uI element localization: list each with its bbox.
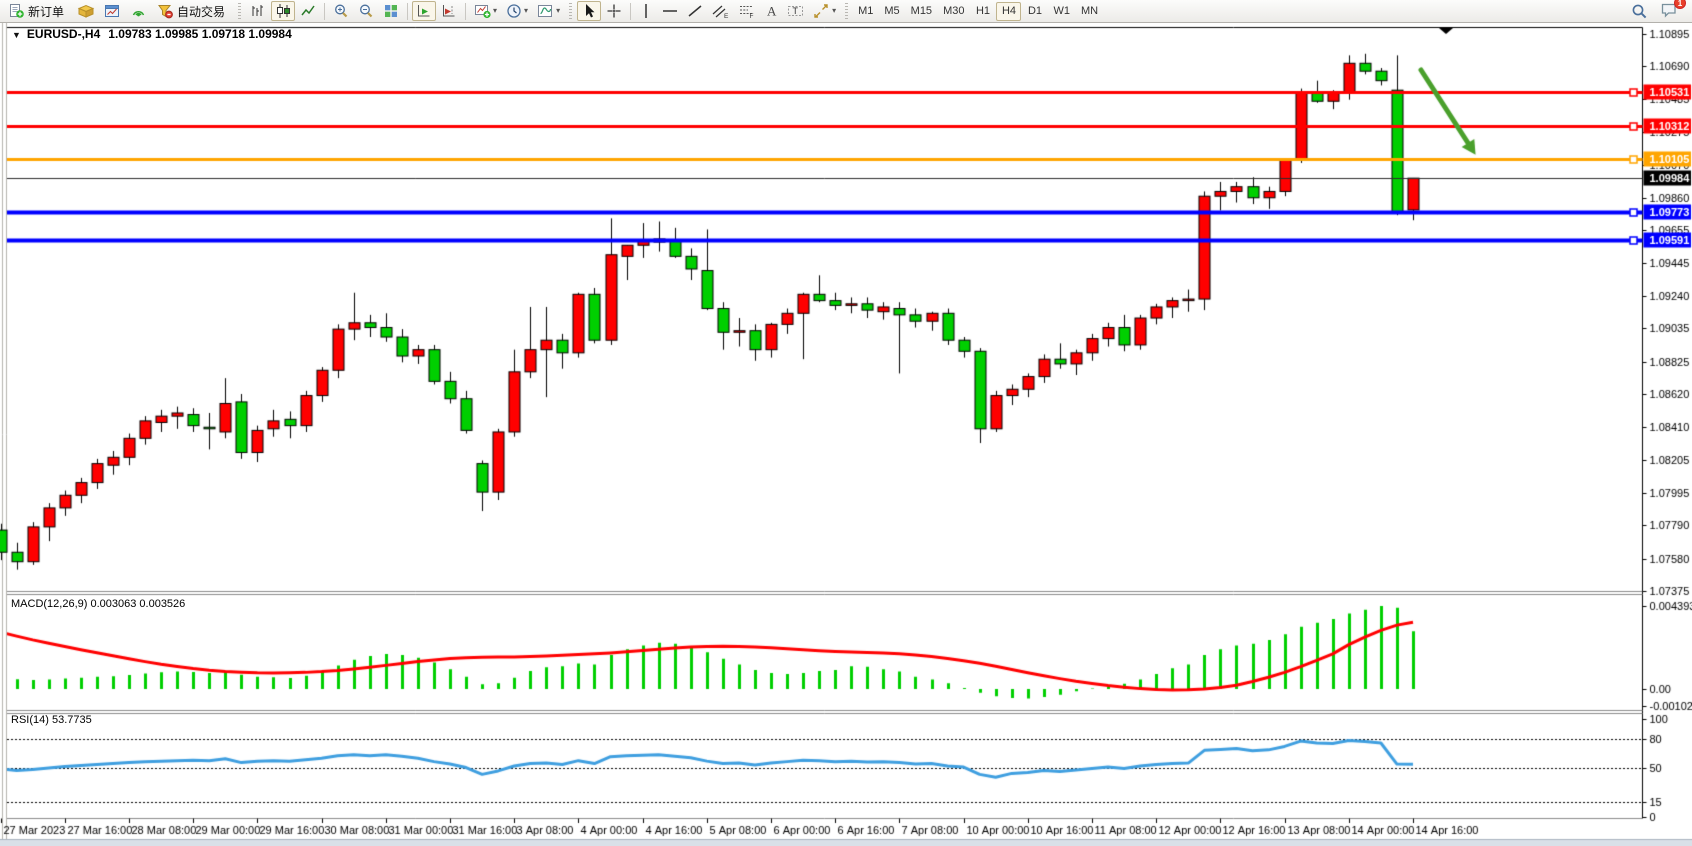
market-icon (77, 4, 95, 18)
fibonacci-button[interactable]: F (734, 1, 759, 21)
arrows-icon (814, 4, 828, 18)
candles-chart-icon (277, 4, 291, 18)
dropdown-icon: ▾ (524, 6, 529, 15)
svg-text:E: E (724, 13, 729, 19)
new-order-label: 新订单 (28, 4, 65, 19)
templates-button[interactable]: ▾ (533, 1, 564, 21)
rsi-pane-label: RSI(14) 53.7735 (11, 714, 92, 726)
periods-group: M1 M5 M15 M30 H1 H4 D1 W1 MN (853, 1, 1103, 21)
vertical-line-icon (645, 4, 647, 18)
toolbar: 新订单 自动交易 (0, 0, 1692, 23)
chart-dropdown-icon[interactable]: ▼ (12, 30, 21, 40)
auto-scroll-button[interactable] (412, 1, 437, 21)
period-h4-button[interactable]: H4 (996, 1, 1022, 21)
svg-text:F: F (750, 13, 754, 19)
zoom-in-icon (335, 4, 348, 18)
toolbar-right-cluster: 1 (1627, 0, 1688, 23)
bars-chart-button[interactable] (246, 1, 270, 21)
equidistant-channel-icon: E (712, 5, 729, 19)
toolbar-separator (630, 2, 632, 20)
chart-title: ▼ EURUSD-,H4 1.09783 1.09985 1.09718 1.099… (12, 27, 292, 41)
text-label-button[interactable]: T (783, 1, 808, 21)
text-button[interactable]: A (760, 1, 782, 21)
chart-shift-button[interactable] (437, 1, 461, 21)
chart-ohlc-values: 1.09783 1.09985 1.09718 1.09984 (108, 27, 292, 41)
toolbar-grip (569, 3, 573, 19)
dropdown-icon: ▾ (556, 6, 561, 15)
zoom-in-button[interactable] (329, 1, 353, 21)
new-chart-button[interactable] (100, 1, 125, 21)
templates-icon (538, 5, 553, 17)
period-w1-button[interactable]: W1 (1048, 2, 1075, 21)
period-m5-button[interactable]: M5 (879, 2, 904, 21)
line-chart-button[interactable] (296, 1, 320, 21)
crosshair-button[interactable] (602, 1, 626, 21)
text-icon: A (767, 4, 777, 19)
signals-icon (132, 11, 145, 17)
period-m1-button[interactable]: M1 (853, 2, 878, 21)
period-mn-button[interactable]: MN (1076, 2, 1103, 21)
horizontal-line-button[interactable] (658, 1, 682, 21)
chart-shift-icon (443, 5, 455, 17)
svg-text:A: A (767, 4, 777, 19)
periods-button[interactable]: ▾ (502, 1, 532, 21)
notifications-badge[interactable]: 1 (1674, 0, 1686, 10)
tile-windows-button[interactable] (379, 1, 403, 21)
search-icon (1632, 4, 1647, 18)
auto-trading-button[interactable]: 自动交易 (152, 1, 233, 21)
trendline-icon (688, 5, 702, 17)
search-button[interactable] (1627, 1, 1652, 21)
indicators-icon (475, 5, 491, 19)
periods-icon (507, 4, 521, 18)
new-chart-icon (105, 5, 120, 17)
tile-windows-icon (385, 5, 398, 17)
cursor-button[interactable] (577, 1, 602, 21)
new-order-icon (10, 4, 24, 18)
auto-trading-label: 自动交易 (177, 4, 226, 19)
zoom-out-icon (360, 4, 373, 18)
period-d1-button[interactable]: D1 (1022, 2, 1047, 21)
indicators-button[interactable]: ▾ (470, 1, 501, 21)
autotrading-icon (158, 5, 173, 19)
toolbar-grip (845, 3, 849, 19)
toolbar-grip (238, 3, 242, 19)
crosshair-icon (607, 4, 621, 18)
macd-pane-label: MACD(12,26,9) 0.003063 0.003526 (11, 598, 186, 610)
period-m30-button[interactable]: M30 (938, 2, 969, 21)
svg-text:T: T (793, 6, 799, 16)
auto-scroll-icon (418, 5, 430, 17)
trendline-button[interactable] (683, 1, 707, 21)
dropdown-icon: ▾ (832, 6, 837, 15)
period-m15-button[interactable]: M15 (906, 2, 937, 21)
toolbar-separator (407, 2, 409, 20)
text-label-icon: T (788, 6, 804, 16)
fibonacci-icon: F (740, 6, 754, 19)
zoom-out-button[interactable] (354, 1, 378, 21)
signals-button[interactable] (126, 1, 151, 21)
equidistant-channel-button[interactable]: E (708, 1, 733, 21)
line-chart-icon (301, 5, 315, 16)
chart-canvas[interactable] (0, 23, 1692, 846)
period-h1-button[interactable]: H1 (970, 2, 995, 21)
dropdown-icon: ▾ (493, 6, 498, 15)
toolbar-separator (465, 2, 467, 20)
arrows-button[interactable]: ▾ (809, 1, 840, 21)
toolbar-separator (324, 2, 326, 20)
horizontal-line-icon (663, 10, 678, 12)
candles-chart-button[interactable] (271, 1, 296, 21)
bars-chart-icon (252, 5, 264, 16)
cursor-icon (586, 4, 595, 18)
market-button[interactable] (73, 1, 99, 21)
new-order-button[interactable]: 新订单 (4, 1, 72, 21)
chart-symbol: EURUSD-,H4 (26, 27, 101, 41)
vertical-line-button[interactable] (635, 1, 657, 21)
